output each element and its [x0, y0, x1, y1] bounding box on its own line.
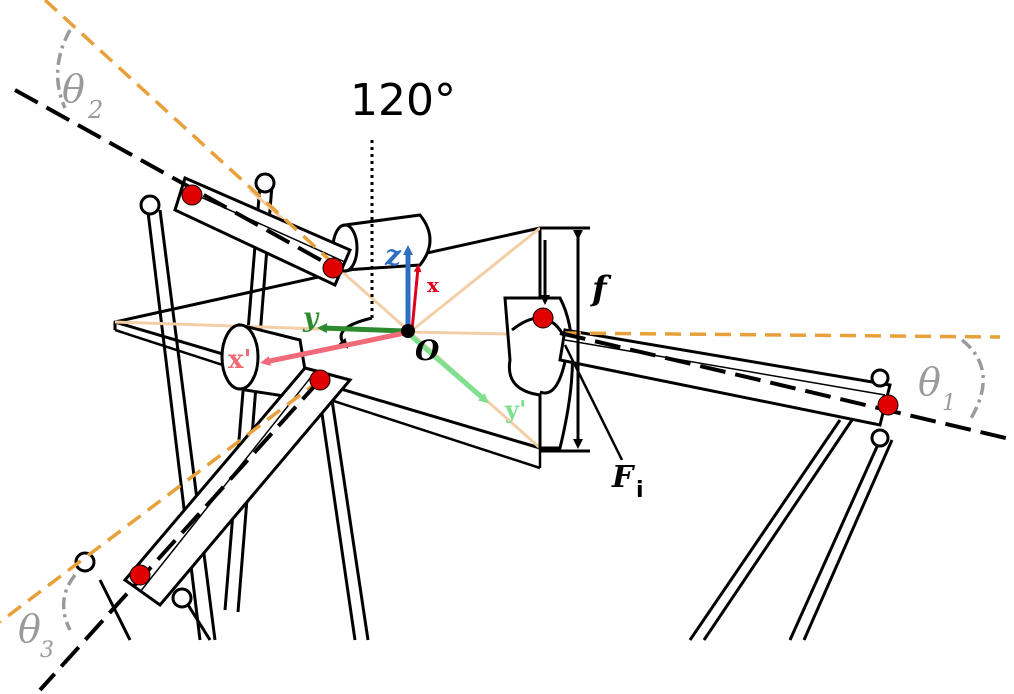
joints	[129, 184, 899, 586]
angle-label-120: 120°	[350, 75, 456, 126]
theta1-label: θ 1	[918, 360, 956, 416]
origin-point	[401, 324, 415, 338]
axis-y-prime-label: y'	[504, 395, 526, 424]
axis-x-prime-arrow	[260, 330, 406, 366]
upper-arm-3	[74, 366, 353, 609]
theta1-subscript: 1	[942, 391, 956, 416]
joint-arm2-base	[322, 257, 344, 279]
axis-y-arrow	[317, 323, 406, 334]
theta1-symbol: θ	[918, 360, 941, 404]
origin-label: O	[415, 334, 440, 367]
axis-y-label: y	[302, 303, 320, 333]
axis-z-label: z	[384, 239, 402, 272]
axis-x-prime-label: x'	[228, 345, 251, 375]
coordinate-axes	[260, 245, 489, 404]
axis-x-label: x	[427, 273, 440, 297]
dimension-f	[540, 226, 590, 453]
theta-arcs	[55, 29, 985, 631]
dimension-f-label: f	[590, 269, 612, 309]
force-subscript: i	[636, 478, 644, 503]
joint-arm1-base	[532, 307, 554, 329]
joint-arm3-base	[309, 369, 331, 391]
axis-y-prime-arrow	[408, 333, 489, 404]
theta2-symbol: θ	[62, 67, 85, 111]
joint-arm2-top	[181, 184, 203, 206]
black-arm-axes	[14, 88, 1014, 692]
force-symbol: F	[611, 460, 636, 495]
upper-arm-2	[139, 172, 352, 288]
lower-links	[98, 184, 894, 641]
theta2-label: θ 2	[62, 67, 103, 124]
upper-arm-1	[558, 328, 892, 448]
orange-reference-lines	[0, 0, 1001, 624]
theta2-subscript: 2	[87, 96, 103, 124]
joint-arm1-end	[877, 394, 899, 416]
force-label: F i	[611, 460, 644, 503]
joint-arm3-end	[129, 564, 151, 586]
force-leader-line	[563, 344, 624, 461]
theta3-label: θ 3	[18, 607, 54, 663]
axis-x-arrow	[410, 264, 422, 331]
theta3-subscript: 3	[40, 638, 54, 663]
theta3-symbol: θ	[18, 607, 41, 651]
motor-housing-top	[331, 213, 432, 273]
